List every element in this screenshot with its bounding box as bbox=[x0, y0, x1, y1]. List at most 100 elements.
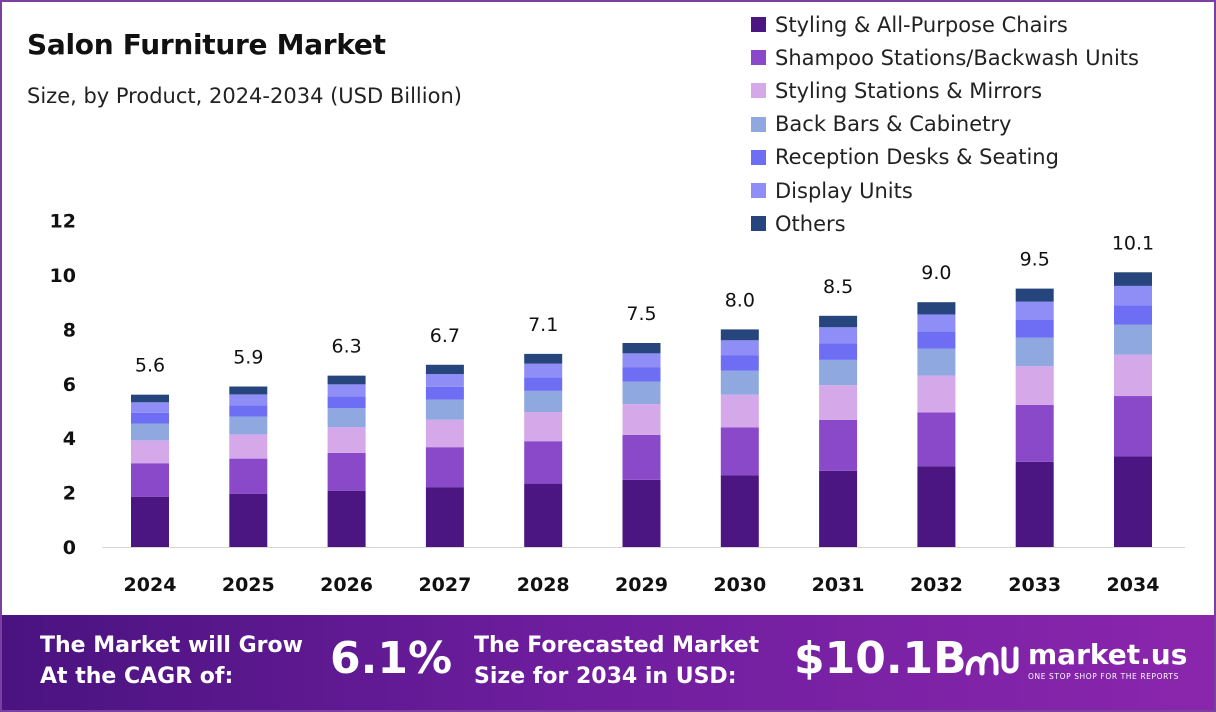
bar-segment bbox=[1015, 301, 1054, 320]
y-tick-label: 4 bbox=[63, 428, 76, 450]
bar-segment bbox=[524, 483, 563, 547]
bar-segment bbox=[229, 434, 268, 459]
bar-segment bbox=[1114, 354, 1152, 397]
bar-segment bbox=[524, 353, 563, 364]
bar-segment bbox=[819, 470, 858, 547]
legend-label: Styling & All-Purpose Chairs bbox=[775, 12, 1068, 37]
bar-segment bbox=[229, 394, 268, 406]
bar-segment bbox=[327, 396, 366, 409]
bar-segment bbox=[1015, 461, 1054, 547]
legend-item[interactable]: Shampoo Stations/Backwash Units bbox=[751, 41, 1139, 74]
bar-segment bbox=[524, 390, 563, 413]
bar-segment bbox=[425, 386, 464, 400]
cagr-value: 6.1% bbox=[330, 633, 453, 684]
x-tick-label: 2031 bbox=[812, 574, 865, 596]
bar-segment bbox=[622, 479, 661, 547]
legend-item[interactable]: Styling & All-Purpose Chairs bbox=[751, 8, 1139, 41]
bar-segment bbox=[425, 419, 464, 448]
x-tick-label: 2033 bbox=[1008, 574, 1061, 596]
bar-segment bbox=[327, 427, 366, 453]
bar-segment bbox=[229, 416, 268, 435]
bar-segment bbox=[720, 329, 759, 341]
bar-segment bbox=[720, 475, 759, 547]
legend-label: Styling Stations & Mirrors bbox=[775, 78, 1043, 103]
legend-label: Display Units bbox=[775, 178, 913, 203]
bar-total-label: 7.1 bbox=[528, 314, 558, 336]
x-tick-label: 2028 bbox=[517, 574, 570, 596]
bar-segment bbox=[1114, 272, 1152, 286]
bar-segment bbox=[819, 359, 858, 386]
bar-segment bbox=[622, 434, 661, 480]
bar-segment bbox=[622, 367, 661, 382]
bar-total-label: 8.0 bbox=[725, 289, 755, 311]
legend-swatch bbox=[751, 149, 766, 165]
bar-segment bbox=[131, 463, 169, 497]
y-tick-label: 6 bbox=[63, 374, 76, 396]
y-tick-label: 8 bbox=[63, 319, 76, 341]
bar-segment bbox=[327, 375, 366, 385]
bar-segment bbox=[131, 402, 169, 413]
legend-item[interactable]: Styling Stations & Mirrors bbox=[751, 74, 1139, 107]
bar-segment bbox=[131, 496, 169, 547]
bar-total-label: 5.9 bbox=[233, 347, 263, 369]
bar-segment bbox=[1015, 288, 1054, 302]
bar-segment bbox=[1015, 405, 1054, 462]
legend-item[interactable]: Back Bars & Cabinetry bbox=[751, 108, 1139, 141]
bar-segment bbox=[720, 340, 759, 356]
bar-segment bbox=[229, 386, 268, 395]
legend-item[interactable]: Others bbox=[751, 207, 1139, 240]
bar-segment bbox=[720, 394, 759, 428]
market-us-logo[interactable]: market.us ONE STOP SHOP FOR THE REPORTS bbox=[964, 641, 1187, 681]
bar-segment bbox=[819, 343, 858, 360]
y-tick-label: 2 bbox=[63, 483, 76, 505]
bar-total-label: 6.7 bbox=[430, 325, 460, 347]
bar-segment bbox=[917, 302, 956, 315]
legend-swatch bbox=[751, 216, 766, 232]
bar-segment bbox=[327, 490, 366, 547]
chart-title: Salon Furniture Market bbox=[27, 28, 386, 61]
legend-label: Reception Desks & Seating bbox=[775, 145, 1059, 170]
legend-item[interactable]: Display Units bbox=[751, 174, 1139, 207]
bar-segment bbox=[1015, 337, 1054, 367]
legend: Styling & All-Purpose Chairs Shampoo Stat… bbox=[751, 8, 1139, 240]
forecast-caption: The Forecasted Market Size for 2034 in U… bbox=[474, 630, 759, 692]
bar-segment bbox=[917, 466, 956, 547]
forecast-caption-line1: The Forecasted Market bbox=[474, 633, 760, 658]
bar-total-label: 6.3 bbox=[331, 336, 361, 358]
bar-segment bbox=[425, 447, 464, 488]
y-tick-label: 10 bbox=[50, 265, 76, 287]
cagr-caption-line2: At the CAGR of: bbox=[40, 664, 234, 689]
bar-segment bbox=[131, 423, 169, 441]
bar-segment bbox=[720, 355, 759, 371]
bar-segment bbox=[917, 314, 956, 332]
bar-segment bbox=[720, 427, 759, 476]
cagr-caption: The Market will Grow At the CAGR of: bbox=[40, 630, 303, 692]
x-tick-label: 2034 bbox=[1107, 574, 1160, 596]
bar-segment bbox=[131, 394, 169, 403]
bar-segment bbox=[819, 385, 858, 420]
bar-segment bbox=[1114, 285, 1152, 306]
bar-segment bbox=[425, 374, 464, 387]
bar-segment bbox=[917, 331, 956, 349]
bar-segment bbox=[524, 363, 563, 378]
bar-total-label: 9.0 bbox=[921, 262, 951, 284]
chart-subtitle: Size, by Product, 2024-2034 (USD Billion… bbox=[27, 84, 462, 108]
x-tick-label: 2027 bbox=[418, 574, 471, 596]
bar-segment bbox=[622, 381, 661, 405]
bar-segment bbox=[524, 377, 563, 391]
legend-label: Others bbox=[775, 211, 846, 236]
bar-segment bbox=[622, 343, 661, 354]
bar-segment bbox=[327, 452, 366, 491]
legend-item[interactable]: Reception Desks & Seating bbox=[751, 141, 1139, 174]
bar-segment bbox=[524, 441, 563, 484]
bar-segment bbox=[327, 408, 366, 428]
bar-segment bbox=[425, 487, 464, 547]
summary-banner: The Market will Grow At the CAGR of: 6.1… bbox=[2, 615, 1214, 710]
bar-segment bbox=[425, 364, 464, 375]
bar-segment bbox=[1015, 319, 1054, 338]
bar-segment bbox=[819, 327, 858, 344]
cagr-caption-line1: The Market will Grow bbox=[40, 633, 303, 658]
bar-segment bbox=[327, 384, 366, 397]
x-tick-label: 2032 bbox=[910, 574, 963, 596]
